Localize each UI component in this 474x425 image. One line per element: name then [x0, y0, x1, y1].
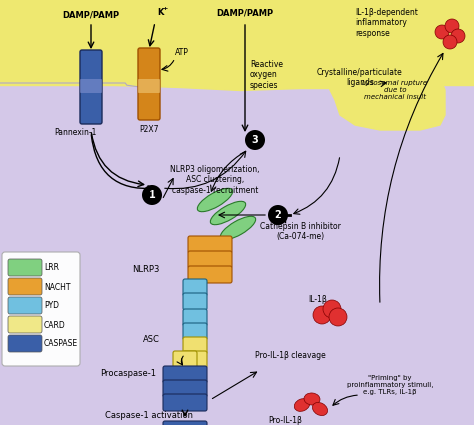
- FancyBboxPatch shape: [8, 297, 42, 314]
- Text: Crystalline/particulate
ligands: Crystalline/particulate ligands: [317, 68, 403, 88]
- Text: Procaspase-1: Procaspase-1: [100, 368, 156, 377]
- Ellipse shape: [294, 399, 310, 411]
- Text: Reactive
oxygen
species: Reactive oxygen species: [250, 60, 283, 90]
- Text: Lysosomal rupture
due to
mechanical insult: Lysosomal rupture due to mechanical insu…: [363, 80, 428, 100]
- Text: Pro-IL-1β: Pro-IL-1β: [268, 416, 302, 425]
- Text: Caspase-1 activation: Caspase-1 activation: [105, 411, 193, 419]
- FancyBboxPatch shape: [183, 351, 207, 368]
- Text: 3: 3: [252, 135, 258, 145]
- Text: DAMP/PAMP: DAMP/PAMP: [217, 8, 273, 17]
- Text: LRR: LRR: [44, 264, 59, 272]
- Text: 2: 2: [274, 210, 282, 220]
- FancyBboxPatch shape: [163, 366, 207, 383]
- FancyBboxPatch shape: [183, 293, 207, 310]
- FancyBboxPatch shape: [80, 50, 102, 124]
- FancyBboxPatch shape: [8, 259, 42, 276]
- Circle shape: [268, 205, 288, 225]
- FancyBboxPatch shape: [163, 394, 207, 411]
- FancyBboxPatch shape: [2, 252, 80, 366]
- Circle shape: [313, 306, 331, 324]
- Text: CASPASE: CASPASE: [44, 340, 78, 348]
- FancyBboxPatch shape: [163, 380, 207, 397]
- Text: 1: 1: [149, 190, 155, 200]
- Ellipse shape: [197, 188, 233, 212]
- Text: +: +: [163, 6, 168, 11]
- FancyBboxPatch shape: [8, 316, 42, 333]
- FancyBboxPatch shape: [183, 279, 207, 296]
- Text: ASC: ASC: [143, 335, 160, 345]
- FancyBboxPatch shape: [173, 351, 197, 368]
- Text: P2X7: P2X7: [139, 125, 159, 134]
- Circle shape: [435, 25, 449, 39]
- Text: "Priming" by
proinflammatory stimuli,
e.g. TLRs, IL-1β: "Priming" by proinflammatory stimuli, e.…: [347, 375, 433, 395]
- Text: Pro-IL-1β cleavage: Pro-IL-1β cleavage: [255, 351, 325, 360]
- Ellipse shape: [304, 393, 320, 405]
- Text: IL-1β-dependent
inflammatory
response: IL-1β-dependent inflammatory response: [355, 8, 418, 38]
- FancyBboxPatch shape: [138, 48, 160, 120]
- FancyBboxPatch shape: [188, 266, 232, 283]
- Text: ATP: ATP: [175, 48, 189, 57]
- Text: CARD: CARD: [44, 320, 66, 329]
- FancyBboxPatch shape: [163, 421, 207, 425]
- FancyBboxPatch shape: [138, 79, 160, 93]
- Polygon shape: [330, 58, 445, 130]
- FancyBboxPatch shape: [183, 337, 207, 354]
- Text: Pannexin-1: Pannexin-1: [54, 128, 96, 137]
- Circle shape: [443, 35, 457, 49]
- Text: PYD: PYD: [44, 301, 59, 311]
- Text: NLRP3: NLRP3: [133, 266, 160, 275]
- FancyBboxPatch shape: [183, 309, 207, 326]
- FancyBboxPatch shape: [8, 335, 42, 352]
- Text: DAMP/PAMP: DAMP/PAMP: [63, 10, 119, 19]
- Ellipse shape: [312, 402, 328, 416]
- Circle shape: [142, 185, 162, 205]
- FancyBboxPatch shape: [183, 323, 207, 340]
- Ellipse shape: [210, 201, 246, 225]
- Circle shape: [323, 300, 341, 318]
- Text: Cathepsin B inhibitor
(Ca-074-me): Cathepsin B inhibitor (Ca-074-me): [260, 222, 340, 241]
- Ellipse shape: [220, 216, 255, 240]
- Circle shape: [329, 308, 347, 326]
- Text: NLRP3 oligomerization,
ASC clustering,
caspase-1 recruitment: NLRP3 oligomerization, ASC clustering, c…: [170, 165, 260, 195]
- Circle shape: [451, 29, 465, 43]
- FancyBboxPatch shape: [8, 278, 42, 295]
- FancyBboxPatch shape: [80, 79, 102, 93]
- Text: K: K: [157, 8, 163, 17]
- FancyBboxPatch shape: [188, 251, 232, 268]
- Text: NACHT: NACHT: [44, 283, 71, 292]
- Circle shape: [445, 19, 459, 33]
- FancyBboxPatch shape: [188, 236, 232, 253]
- Text: IL-1β: IL-1β: [309, 295, 328, 304]
- Circle shape: [245, 130, 265, 150]
